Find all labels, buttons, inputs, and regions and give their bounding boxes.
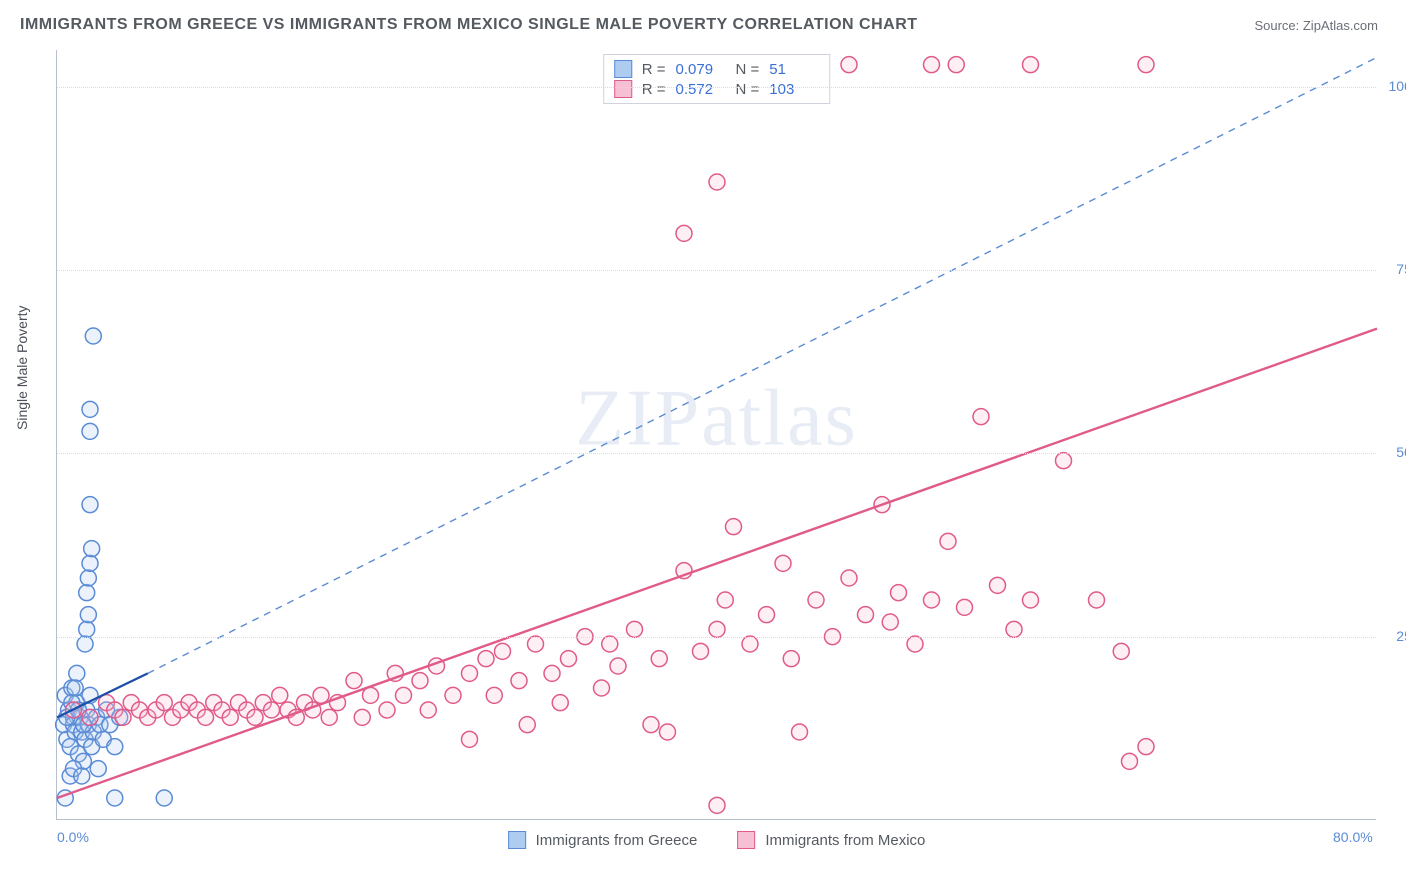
swatch-greece: [508, 831, 526, 849]
scatter-svg: [57, 50, 1377, 820]
swatch-greece: [614, 60, 632, 78]
legend-row-greece: R = 0.079 N = 51: [614, 59, 820, 79]
n-value-greece: 51: [769, 61, 819, 78]
r-label: R =: [642, 81, 666, 98]
y-tick-label: 100.0%: [1384, 78, 1406, 94]
y-tick-label: 25.0%: [1384, 628, 1406, 644]
r-label: R =: [642, 61, 666, 78]
gridline: [57, 87, 1376, 88]
swatch-mexico: [737, 831, 755, 849]
legend-label-mexico: Immigrants from Mexico: [765, 832, 925, 849]
x-tick-label: 0.0%: [57, 829, 89, 845]
source-name: ZipAtlas.com: [1303, 18, 1378, 33]
y-axis-label: Single Male Poverty: [14, 305, 30, 430]
plot-area: ZIPatlas R = 0.079 N = 51 R = 0.572 N = …: [56, 50, 1376, 820]
legend-item-greece: Immigrants from Greece: [508, 831, 698, 849]
n-value-mexico: 103: [769, 81, 819, 98]
n-label: N =: [736, 81, 760, 98]
swatch-mexico: [614, 80, 632, 98]
gridline: [57, 270, 1376, 271]
legend-row-mexico: R = 0.572 N = 103: [614, 79, 820, 99]
source-attribution: Source: ZipAtlas.com: [1254, 18, 1378, 33]
y-tick-label: 75.0%: [1384, 261, 1406, 277]
r-value-mexico: 0.572: [676, 81, 726, 98]
gridline: [57, 637, 1376, 638]
y-tick-label: 50.0%: [1384, 444, 1406, 460]
series-legend: Immigrants from Greece Immigrants from M…: [508, 831, 926, 849]
gridline: [57, 453, 1376, 454]
legend-item-mexico: Immigrants from Mexico: [737, 831, 925, 849]
correlation-legend: R = 0.079 N = 51 R = 0.572 N = 103: [603, 54, 831, 104]
r-value-greece: 0.079: [676, 61, 726, 78]
source-prefix: Source:: [1254, 18, 1302, 33]
n-label: N =: [736, 61, 760, 78]
x-tick-label: 80.0%: [1333, 829, 1373, 845]
legend-label-greece: Immigrants from Greece: [536, 832, 698, 849]
chart-title: IMMIGRANTS FROM GREECE VS IMMIGRANTS FRO…: [20, 16, 918, 34]
